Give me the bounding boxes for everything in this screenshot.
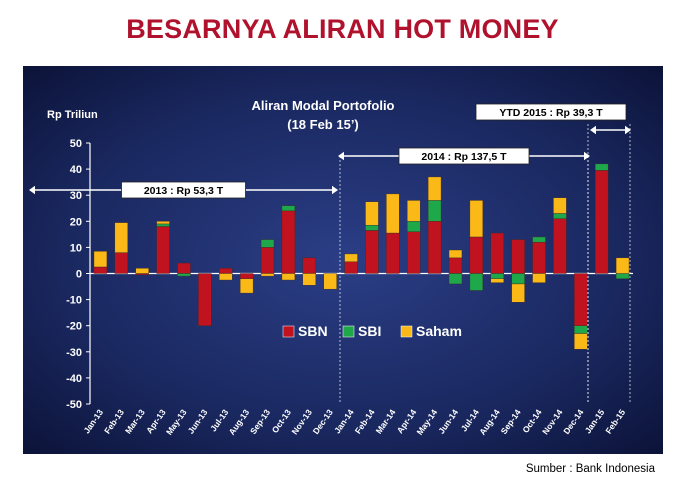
- bar-sbn-apr-14: [407, 231, 421, 274]
- bar-saham-nov-14: [553, 197, 567, 214]
- bar-saham-oct-13: [281, 273, 296, 281]
- y-axis-label: Rp Triliun: [47, 109, 98, 121]
- bar-sbi-sep-14: [511, 273, 525, 285]
- y-tick-label: 10: [70, 242, 82, 254]
- bar-saham-sep-14: [511, 283, 525, 303]
- bar-saham-feb-14: [365, 201, 379, 226]
- bar-saham-oct-14: [532, 273, 546, 283]
- legend-swatch-saham: [400, 325, 413, 338]
- bar-sbn-jun-13: [198, 273, 212, 326]
- bar-sbi-apr-13: [156, 223, 170, 227]
- annotation-label: 2014 : Rp 137,5 T: [421, 151, 507, 163]
- legend-swatch-sbn: [282, 325, 295, 338]
- chart-panel: 2013 : Rp 53,3 T 2014 : Rp 137,5 T YTD 201…: [23, 66, 663, 454]
- bar-saham-dec-13: [323, 273, 337, 290]
- bar-sbn-mar-14: [386, 232, 400, 274]
- annotation-label: YTD 2015 : Rp 39,3 T: [499, 107, 603, 119]
- bar-sbn-dec-14: [574, 273, 588, 326]
- annotation-box: [398, 147, 530, 165]
- bar-sbi-feb-14: [365, 225, 379, 231]
- y-tick-label: -20: [66, 321, 82, 333]
- bar-sbi-oct-13: [281, 205, 296, 212]
- bar-sbi-feb-15: [615, 273, 630, 279]
- bar-sbn-sep-13: [260, 247, 275, 274]
- legend-swatch-sbi: [342, 325, 355, 338]
- annotation-arrowhead: [584, 151, 590, 161]
- bar-sbn-oct-14: [532, 241, 546, 274]
- bar-saham-apr-14: [407, 200, 421, 222]
- bar-sbi-nov-14: [553, 213, 567, 219]
- bar-sbn-may-13: [177, 262, 191, 274]
- legend-label-sbn: SBN: [298, 323, 328, 339]
- y-tick-label: -10: [66, 295, 82, 307]
- bar-sbn-aug-13: [239, 273, 254, 279]
- bar-saham-jun-14: [448, 249, 463, 259]
- annotation-arrowhead: [29, 185, 35, 195]
- bar-saham-feb-15: [615, 257, 630, 274]
- bar-saham-aug-13: [239, 278, 254, 294]
- y-tick-label: 30: [70, 190, 82, 202]
- bar-sbi-may-14: [427, 200, 442, 222]
- bar-sbi-jun-14: [448, 273, 463, 285]
- bar-sbn-may-14: [427, 221, 442, 274]
- bar-saham-jul-14: [469, 200, 484, 238]
- bar-sbi-sep-13: [260, 239, 275, 248]
- bar-saham-mar-14: [386, 193, 400, 234]
- bar-sbn-feb-14: [365, 230, 379, 274]
- bar-saham-mar-13: [135, 268, 149, 274]
- annotation-arrowhead: [332, 185, 338, 195]
- bar-sbi-oct-14: [532, 236, 546, 243]
- bar-sbn-sep-14: [511, 239, 525, 274]
- bar-saham-jul-13: [219, 273, 233, 281]
- bar-saham-may-14: [427, 176, 442, 201]
- chart-subtitle: (18 Feb 15’): [287, 117, 359, 132]
- bar-sbn-jan-13: [93, 266, 108, 274]
- bar-saham-nov-13: [302, 273, 316, 286]
- y-tick-label: 40: [70, 164, 82, 176]
- y-tick-label: 50: [70, 138, 82, 150]
- bar-sbn-aug-14: [490, 232, 504, 274]
- legend-label-sbi: SBI: [358, 323, 381, 339]
- bar-sbi-aug-14: [490, 273, 504, 279]
- y-tick-label: -30: [66, 347, 82, 359]
- annotation-arrowhead: [590, 125, 596, 135]
- bar-sbn-nov-14: [553, 218, 567, 274]
- annotation-box: [475, 103, 627, 121]
- y-tick-label: 0: [76, 269, 82, 281]
- bar-sbn-jul-13: [219, 268, 233, 274]
- bar-saham-dec-14: [574, 333, 588, 350]
- bar-sbi-may-13: [177, 273, 191, 277]
- bar-saham-jan-14: [344, 253, 358, 262]
- bar-saham-apr-13: [156, 221, 170, 225]
- legend-label-saham: Saham: [416, 323, 462, 339]
- bar-sbn-feb-13: [114, 252, 129, 274]
- chart-title: Aliran Modal Portofolio: [252, 98, 395, 113]
- bar-sbn-jun-14: [448, 257, 463, 274]
- y-tick-label: 20: [70, 216, 82, 228]
- annotation-arrowhead: [338, 151, 344, 161]
- bar-sbi-jan-15: [594, 163, 609, 171]
- bar-sbn-jan-15: [594, 170, 609, 274]
- chart-svg: 2013 : Rp 53,3 T 2014 : Rp 137,5 T YTD 201…: [23, 66, 663, 454]
- bar-sbn-apr-13: [156, 226, 170, 274]
- y-tick-label: -40: [66, 373, 82, 385]
- bar-saham-jan-13: [93, 251, 108, 268]
- bar-sbn-nov-13: [302, 257, 316, 274]
- annotation-label: 2013 : Rp 53,3 T: [144, 185, 224, 197]
- page-title: BESARNYA ALIRAN HOT MONEY: [126, 14, 559, 44]
- bar-sbn-oct-13: [281, 210, 296, 274]
- bar-sbi-apr-14: [407, 221, 421, 232]
- bar-saham-aug-14: [490, 278, 504, 283]
- bar-sbn-jul-14: [469, 236, 484, 274]
- bar-sbn-jan-14: [344, 261, 358, 274]
- bar-sbi-jul-14: [469, 273, 484, 291]
- annotation-arrowhead: [625, 125, 631, 135]
- bar-sbi-dec-14: [574, 325, 588, 334]
- annotation-box: [121, 181, 246, 199]
- bar-saham-sep-13: [260, 273, 275, 277]
- y-tick-label: -50: [66, 399, 82, 411]
- bar-saham-feb-13: [114, 222, 129, 253]
- source-note: Sumber : Bank Indonesia: [525, 463, 655, 475]
